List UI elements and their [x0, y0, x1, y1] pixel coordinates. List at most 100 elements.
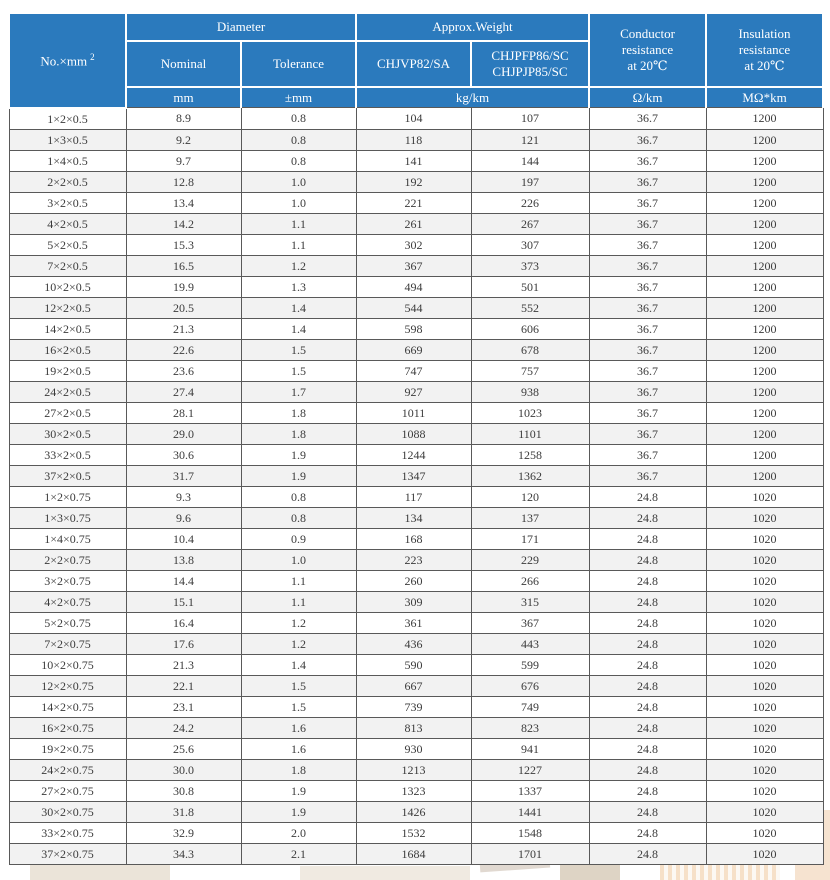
insulation-resistance-cell: 1200 [705, 254, 824, 277]
table-row: 30×2×0.75 31.8 1.9 1426 1441 24.8 1020 [8, 800, 824, 823]
table-row: 12×2×0.5 20.5 1.4 544 552 36.7 1200 [8, 296, 824, 319]
nominal-diameter-cell: 19.9 [125, 275, 242, 298]
conductor-resistance-cell: 24.8 [588, 842, 707, 865]
col-header-tolerance: Tolerance [240, 40, 357, 88]
tolerance-cell: 1.0 [240, 170, 357, 193]
weight-chjpfp86-cell: 1337 [470, 779, 590, 802]
tolerance-cell: 0.8 [240, 506, 357, 529]
insulation-resistance-cell: 1200 [705, 317, 824, 340]
weight-chjvp82-cell: 302 [355, 233, 472, 256]
nominal-diameter-cell: 10.4 [125, 527, 242, 550]
weight-chjpfp86-cell: 501 [470, 275, 590, 298]
col-group-approx-weight: Approx.Weight [354, 12, 591, 42]
nominal-diameter-cell: 13.8 [125, 548, 242, 571]
weight-chjpfp86-cell: 367 [470, 611, 590, 634]
nominal-diameter-cell: 30.8 [125, 779, 242, 802]
tolerance-cell: 1.2 [240, 611, 357, 634]
table-row: 10×2×0.5 19.9 1.3 494 501 36.7 1200 [8, 275, 824, 298]
watermark-shape [560, 862, 620, 880]
spec-size-cell: 1×4×0.5 [8, 149, 127, 172]
insulation-resistance-cell: 1200 [705, 128, 824, 151]
table-row: 10×2×0.75 21.3 1.4 590 599 24.8 1020 [8, 653, 824, 676]
weight-chjpfp86-cell: 120 [470, 485, 590, 508]
unit-mm: mm [125, 86, 242, 108]
nominal-diameter-cell: 25.6 [125, 737, 242, 760]
conductor-resistance-cell: 24.8 [588, 590, 707, 613]
weight-chjpfp86-cell: 171 [470, 527, 590, 550]
weight-chjvp82-cell: 747 [355, 359, 472, 382]
weight-chjvp82-cell: 134 [355, 506, 472, 529]
conductor-resistance-cell: 24.8 [588, 821, 707, 844]
tolerance-cell: 2.1 [240, 842, 357, 865]
spec-size-cell: 3×2×0.75 [8, 569, 127, 592]
spec-size-cell: 37×2×0.5 [8, 464, 127, 487]
conductor-resistance-cell: 24.8 [588, 695, 707, 718]
spec-size-cell: 12×2×0.75 [8, 674, 127, 697]
unit-megohm-km: MΩ*km [705, 86, 825, 108]
insulation-resistance-cell: 1020 [705, 737, 824, 760]
spec-size-cell: 30×2×0.5 [8, 422, 127, 445]
tolerance-cell: 1.5 [240, 674, 357, 697]
table-row: 24×2×0.5 27.4 1.7 927 938 36.7 1200 [8, 380, 824, 403]
table-row: 19×2×0.5 23.6 1.5 747 757 36.7 1200 [8, 359, 824, 382]
weight-chjvp82-cell: 1011 [355, 401, 472, 424]
cable-spec-table: No.×mm 2 Diameter Approx.Weight Conductor… [8, 12, 825, 865]
table-row: 4×2×0.5 14.2 1.1 261 267 36.7 1200 [8, 212, 824, 235]
weight-chjpfp86-cell: 121 [470, 128, 590, 151]
nominal-diameter-cell: 20.5 [125, 296, 242, 319]
weight-chjvp82-cell: 669 [355, 338, 472, 361]
weight-chjpfp86-cell: 749 [470, 695, 590, 718]
spec-size-cell: 14×2×0.5 [8, 317, 127, 340]
spec-size-cell: 33×2×0.75 [8, 821, 127, 844]
weight-chjpfp86-cell: 938 [470, 380, 590, 403]
conductor-resistance-cell: 36.7 [588, 128, 707, 151]
insulation-resistance-cell: 1200 [705, 401, 824, 424]
col-header-weight-chjpfp86: CHJPFP86/SC CHJPJP85/SC [469, 40, 591, 88]
conductor-resistance-cell: 36.7 [588, 191, 707, 214]
weight-chjvp82-cell: 361 [355, 611, 472, 634]
weight-chjpfp86-cell: 144 [470, 149, 590, 172]
insulation-resistance-cell: 1200 [705, 422, 824, 445]
insulation-resistance-cell: 1020 [705, 590, 824, 613]
tolerance-cell: 1.4 [240, 317, 357, 340]
weight-chjvp82-cell: 221 [355, 191, 472, 214]
spec-size-cell: 5×2×0.5 [8, 233, 127, 256]
table-row: 30×2×0.5 29.0 1.8 1088 1101 36.7 1200 [8, 422, 824, 445]
col-header-spec-size-sup: 2 [90, 51, 95, 62]
spec-size-cell: 4×2×0.75 [8, 590, 127, 613]
spec-size-cell: 7×2×0.75 [8, 632, 127, 655]
conductor-resistance-cell: 24.8 [588, 506, 707, 529]
table-row: 16×2×0.75 24.2 1.6 813 823 24.8 1020 [8, 716, 824, 739]
weight-chjpfp86-cell: 941 [470, 737, 590, 760]
nominal-diameter-cell: 13.4 [125, 191, 242, 214]
weight-chjpfp86-cell: 1701 [470, 842, 590, 865]
weight-chjvp82-cell: 1244 [355, 443, 472, 466]
table-row: 5×2×0.75 16.4 1.2 361 367 24.8 1020 [8, 611, 824, 634]
conductor-resistance-cell: 24.8 [588, 653, 707, 676]
nominal-diameter-cell: 23.6 [125, 359, 242, 382]
weight-chjpfp86-cell: 552 [470, 296, 590, 319]
conductor-resistance-cell: 24.8 [588, 758, 707, 781]
table-header: No.×mm 2 Diameter Approx.Weight Conductor… [8, 12, 825, 109]
col-header-nominal: Nominal [125, 40, 242, 88]
table-row: 1×2×0.75 9.3 0.8 117 120 24.8 1020 [8, 485, 824, 508]
weight-chjpfp86-cell: 229 [470, 548, 590, 571]
conductor-resistance-cell: 36.7 [588, 149, 707, 172]
weight-chjpfp86-cell: 267 [470, 212, 590, 235]
conductor-resistance-cell: 36.7 [588, 170, 707, 193]
conductor-resistance-cell: 36.7 [588, 359, 707, 382]
tolerance-cell: 1.7 [240, 380, 357, 403]
header-row-subcolumns: Nominal Tolerance CHJVP82/SA CHJPFP86/SC… [9, 40, 823, 88]
nominal-diameter-cell: 9.2 [125, 128, 242, 151]
table-row: 14×2×0.75 23.1 1.5 739 749 24.8 1020 [8, 695, 824, 718]
table-row: 16×2×0.5 22.6 1.5 669 678 36.7 1200 [8, 338, 824, 361]
nominal-diameter-cell: 30.0 [125, 758, 242, 781]
conductor-resistance-cell: 24.8 [588, 611, 707, 634]
tolerance-cell: 1.9 [240, 800, 357, 823]
tolerance-cell: 1.8 [240, 758, 357, 781]
col-header-insulation-resistance: Insulation resistance at 20℃ [705, 12, 825, 88]
table-row: 7×2×0.5 16.5 1.2 367 373 36.7 1200 [8, 254, 824, 277]
conductor-resistance-cell: 24.8 [588, 737, 707, 760]
weight-chjvp82-cell: 260 [355, 569, 472, 592]
table-row: 33×2×0.5 30.6 1.9 1244 1258 36.7 1200 [8, 443, 824, 466]
